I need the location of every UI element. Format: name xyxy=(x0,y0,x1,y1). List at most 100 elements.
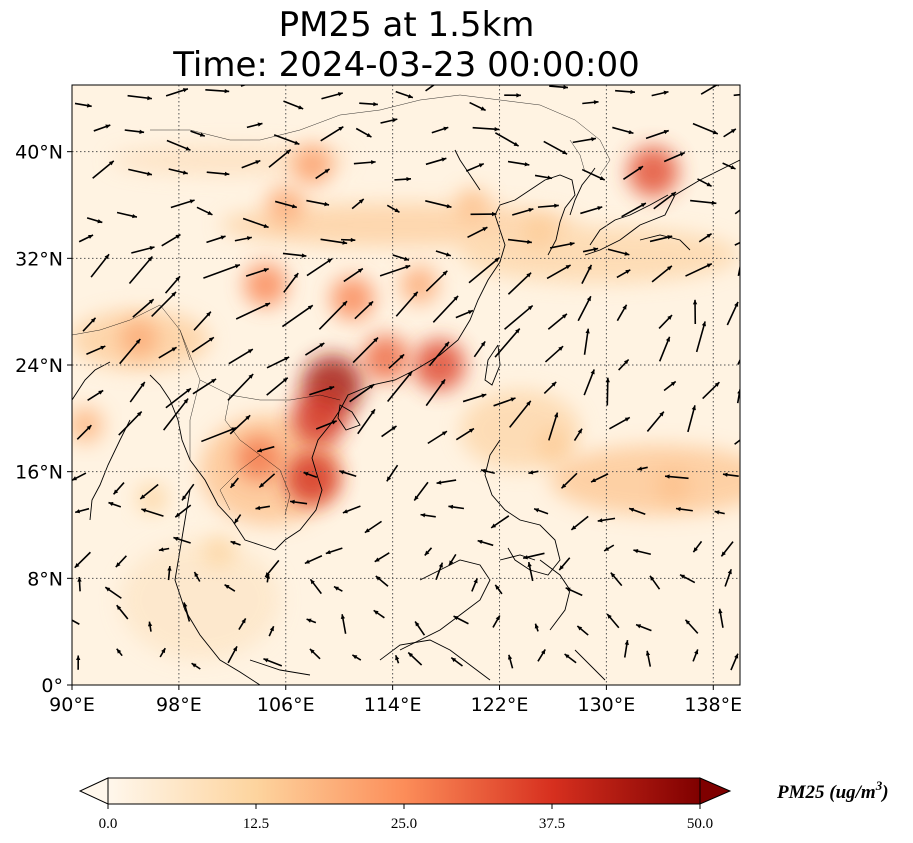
wind-arrow xyxy=(462,393,487,403)
wind-arrow xyxy=(224,583,236,592)
wind-arrow xyxy=(191,336,215,353)
wind-arrow xyxy=(340,237,356,243)
wind-arrow xyxy=(471,578,478,592)
wind-arrow xyxy=(448,504,465,510)
wind-arrow xyxy=(424,547,433,556)
wind-arrow xyxy=(480,468,495,475)
wind-arrow xyxy=(582,247,599,253)
wind-arrow xyxy=(257,445,275,453)
wind-arrow xyxy=(548,412,559,441)
wind-arrow xyxy=(127,94,153,101)
wind-arrow xyxy=(349,383,375,403)
wind-arrow xyxy=(265,573,271,583)
wind-arrow xyxy=(116,648,123,657)
wind-arrow xyxy=(494,328,521,358)
lon-tick-label: 138°E xyxy=(684,694,742,716)
wind-arrow xyxy=(663,380,677,392)
wind-arrow xyxy=(233,514,242,524)
wind-arrow xyxy=(364,520,382,534)
wind-arrow xyxy=(306,618,317,624)
wind-arrow xyxy=(733,93,740,97)
wind-arrow xyxy=(577,295,592,322)
wind-arrow xyxy=(646,411,665,432)
wind-arrow xyxy=(309,578,322,595)
wind-arrow xyxy=(425,157,447,166)
wind-arrow xyxy=(273,134,300,145)
wind-arrow xyxy=(392,254,410,261)
wind-arrow xyxy=(606,613,620,629)
wind-arrow xyxy=(685,262,713,277)
wind-arrow xyxy=(320,125,344,142)
wind-arrow xyxy=(581,264,593,284)
wind-arrow xyxy=(492,615,501,628)
wind-arrow xyxy=(388,353,405,369)
wind-arrow xyxy=(124,129,145,134)
lon-tick-label: 90°E xyxy=(49,694,95,716)
wind-arrow xyxy=(353,160,376,165)
wind-arrow xyxy=(373,609,385,619)
wind-arrow xyxy=(537,203,559,208)
wind-arrow xyxy=(128,256,153,285)
wind-arrow xyxy=(467,226,488,239)
lat-tick-label: 0° xyxy=(41,675,63,697)
wind-arrow xyxy=(165,88,189,97)
wind-arrow xyxy=(395,291,419,317)
wind-arrow xyxy=(714,510,725,515)
wind-arrow xyxy=(320,238,348,245)
pm25-hotspot-18 xyxy=(203,536,235,568)
wind-arrow xyxy=(78,234,94,243)
wind-arrow xyxy=(158,346,178,359)
wind-arrow xyxy=(490,515,510,529)
wind-arrow xyxy=(597,517,616,523)
wind-arrow xyxy=(315,420,337,430)
colorbar-label-main: PM25 (ug/m xyxy=(776,782,876,803)
wind-arrow xyxy=(453,615,469,625)
wind-arrow xyxy=(115,555,127,568)
wind-arrow xyxy=(565,587,583,597)
wind-arrow xyxy=(191,662,201,670)
wind-arrow xyxy=(386,464,399,482)
wind-arrow xyxy=(651,265,673,283)
pm25-hotspot-13 xyxy=(656,467,691,503)
wind-arrow xyxy=(465,162,485,172)
wind-arrow xyxy=(315,168,330,180)
wind-arrow xyxy=(304,555,323,565)
wind-arrow xyxy=(720,541,734,557)
wind-arrow xyxy=(375,575,389,587)
wind-arrow xyxy=(309,648,321,660)
wind-arrow xyxy=(564,653,577,664)
wind-arrow xyxy=(455,309,474,319)
wind-arrow xyxy=(675,506,693,512)
pm25-hotspots xyxy=(72,145,691,568)
wind-arrow xyxy=(206,235,226,244)
wind-arrow xyxy=(697,178,712,187)
wind-arrow xyxy=(431,126,449,134)
wind-arrow xyxy=(623,165,644,180)
wind-arrow xyxy=(119,338,141,365)
wind-arrow xyxy=(325,547,343,555)
wind-arrow xyxy=(455,427,475,441)
wind-arrow xyxy=(351,198,365,210)
wind-arrow xyxy=(734,439,740,445)
wind-arrow xyxy=(628,507,646,515)
wind-arrow xyxy=(737,358,740,365)
wind-arrow xyxy=(268,625,275,637)
wind-arrow xyxy=(547,313,568,330)
wind-arrow xyxy=(374,552,390,563)
wind-arrow xyxy=(645,129,669,140)
pm25-hotspot-15 xyxy=(455,187,490,223)
wind-arrow xyxy=(572,137,597,144)
wind-arrow xyxy=(196,206,213,216)
wind-arrow xyxy=(560,472,578,489)
wind-arrow xyxy=(227,645,238,664)
pm25-hotspot-9 xyxy=(292,145,333,185)
wind-arrow xyxy=(238,618,247,631)
wind-arrow xyxy=(692,540,703,553)
wind-arrow xyxy=(174,504,192,518)
colorbar-tick-label: 12.5 xyxy=(243,816,269,832)
latitude-axis: 0° 8°N 16°N 24°N 32°N 40°N xyxy=(15,142,72,697)
wind-arrow xyxy=(246,122,263,129)
wind-arrow xyxy=(139,483,159,500)
longitude-axis: 90°E 98°E 106°E 114°E 122°E 130°E 138°E xyxy=(49,685,742,716)
